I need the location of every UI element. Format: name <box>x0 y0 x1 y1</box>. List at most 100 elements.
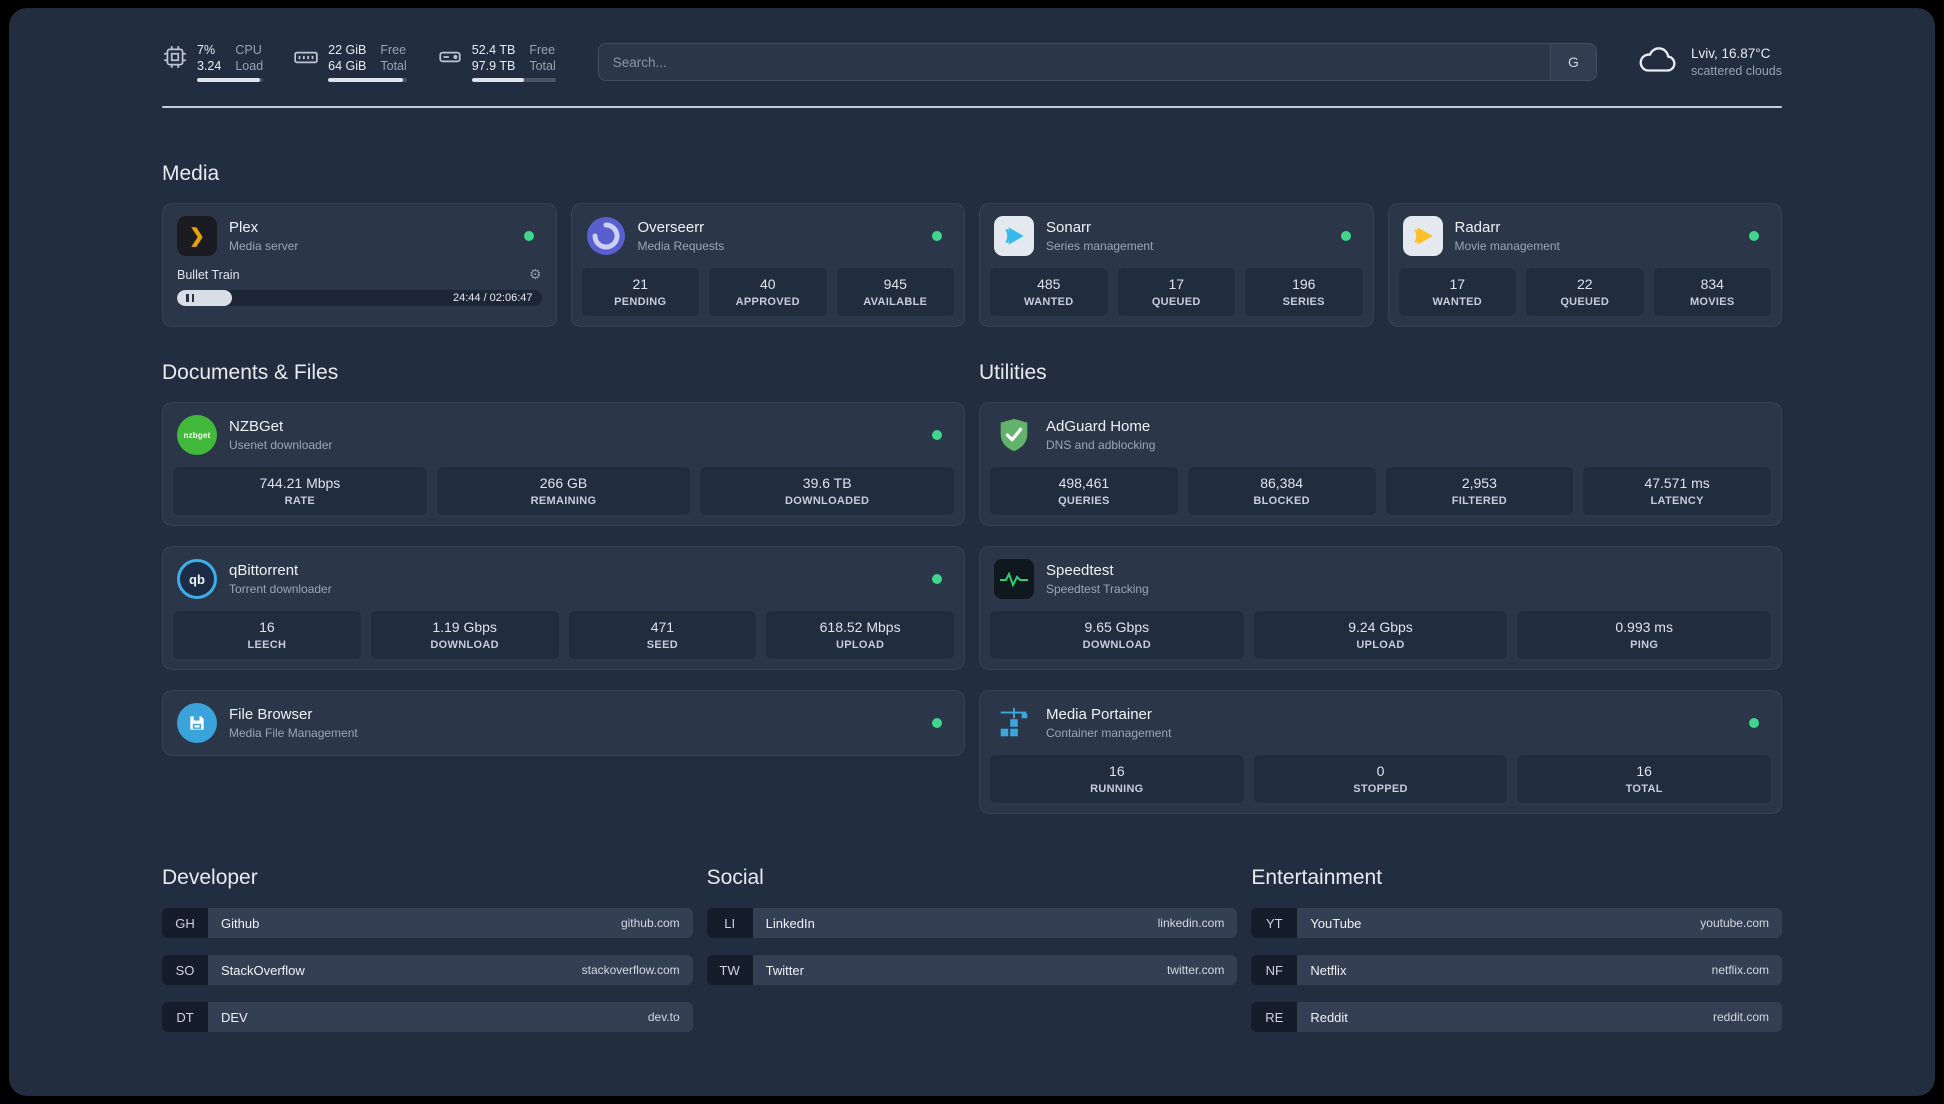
stat-tile: 21 PENDING <box>581 268 699 316</box>
playback-progress-bar[interactable]: 24:44 / 02:06:47 <box>177 290 542 306</box>
stat-label: PING <box>1630 639 1659 651</box>
service-card-plex[interactable]: ❯ Plex Media server Bullet Train ⚙ <box>162 203 557 327</box>
bookmark-netflix[interactable]: NF Netflix netflix.com <box>1251 955 1782 985</box>
bookmark-dev[interactable]: DT DEV dev.to <box>162 1002 693 1032</box>
stat-tile: 0 STOPPED <box>1253 755 1508 803</box>
bookmark-domain: dev.to <box>647 1010 680 1024</box>
section-heading-developer: Developer <box>162 866 258 889</box>
bookmark-domain: twitter.com <box>1166 963 1225 977</box>
plex-icon: ❯ <box>177 216 217 256</box>
pause-icon[interactable] <box>186 294 189 302</box>
stat-value: 0.993 ms <box>1615 619 1673 635</box>
nzbget-icon-label: nzbget <box>183 430 211 440</box>
memory-total-label: Total <box>380 59 407 73</box>
stat-tile: 22 QUEUED <box>1526 268 1644 316</box>
bookmark-stackoverflow[interactable]: SO StackOverflow stackoverflow.com <box>162 955 693 985</box>
service-card-radarr[interactable]: Radarr Movie management 17 WANTED 22 QUE… <box>1387 203 1782 327</box>
gear-icon[interactable]: ⚙ <box>528 266 542 282</box>
status-dot <box>932 718 942 728</box>
memory-free-label: Free <box>380 43 407 57</box>
service-card-qbittorrent[interactable]: qb qBittorrent Torrent downloader 16 LEE… <box>162 546 965 670</box>
status-dot <box>1749 718 1759 728</box>
disk-total-label: Total <box>529 59 556 73</box>
bookmark-github[interactable]: GH Github github.com <box>162 908 693 938</box>
stat-value: 16 <box>1636 763 1652 779</box>
bookmark-youtube[interactable]: YT YouTube youtube.com <box>1251 908 1782 938</box>
service-card-adguard[interactable]: AdGuard Home DNS and adblocking 498,461 … <box>979 402 1782 526</box>
cpu-label: CPU <box>235 43 262 57</box>
overseerr-icon <box>586 216 626 256</box>
stat-tile: 2,953 FILTERED <box>1385 467 1574 515</box>
stat-tile: 17 WANTED <box>1398 268 1516 316</box>
qbittorrent-icon: qb <box>177 559 217 599</box>
bookmark-abbr: GH <box>162 908 208 938</box>
qbittorrent-icon-label: qb <box>189 571 205 587</box>
stat-label: BLOCKED <box>1253 495 1310 507</box>
pause-icon[interactable] <box>191 294 194 302</box>
cpu-widget: 7% 3.24 CPU Load <box>162 42 264 82</box>
search-provider-button[interactable]: G <box>1549 44 1596 80</box>
filebrowser-icon <box>177 703 217 743</box>
stat-value: 266 GB <box>539 475 588 491</box>
utilities-column: Utilities AdGuard Home DNS and adblockin… <box>979 361 1782 814</box>
stat-tile: 0.993 ms PING <box>1517 611 1772 659</box>
speedtest-icon <box>994 559 1034 599</box>
bookmark-group-developer: Developer GH Github github.com SO StackO… <box>162 866 693 1049</box>
stat-tile: 16 TOTAL <box>1517 755 1772 803</box>
cpu-icon <box>162 44 188 75</box>
bookmark-linkedin[interactable]: LI LinkedIn linkedin.com <box>706 908 1238 938</box>
stat-label: QUERIES <box>1058 495 1110 507</box>
search-bar: G <box>597 43 1597 81</box>
stat-label: WANTED <box>1432 296 1482 308</box>
stat-tile: 618.52 Mbps UPLOAD <box>766 611 954 659</box>
bookmark-reddit[interactable]: RE Reddit reddit.com <box>1251 1002 1782 1032</box>
stat-value: 21 <box>632 276 649 292</box>
bookmark-domain: netflix.com <box>1711 963 1769 977</box>
status-dot <box>1749 231 1759 241</box>
status-dot <box>1340 231 1351 241</box>
bookmark-name: YouTube <box>1310 915 1362 931</box>
service-title: Media Portainer <box>1046 706 1152 723</box>
bookmark-name: Reddit <box>1310 1009 1348 1025</box>
service-title: Overseerr <box>637 219 705 236</box>
stat-value: 16 <box>1109 763 1125 779</box>
cpu-usage: 7% <box>197 43 216 57</box>
service-card-overseerr[interactable]: Overseerr Media Requests 21 PENDING 40 A… <box>570 203 965 327</box>
stat-value: 39.6 TB <box>802 475 852 491</box>
memory-widget: 22 GiB 64 GiB Free Total <box>293 42 407 82</box>
stat-tile: 834 MOVIES <box>1653 268 1771 316</box>
service-subtitle: Speedtest Tracking <box>1046 582 1149 596</box>
cloud-icon <box>1637 45 1679 80</box>
disk-total-value: 97.9 TB <box>471 59 516 73</box>
stat-value: 945 <box>883 276 907 292</box>
stat-value: 9.24 Gbps <box>1348 619 1413 635</box>
stat-label: LEECH <box>247 639 287 651</box>
service-card-portainer[interactable]: Media Portainer Container management 16 … <box>979 690 1782 814</box>
nzbget-icon: nzbget <box>177 415 217 455</box>
top-bar: 7% 3.24 CPU Load <box>162 8 1782 82</box>
bookmark-abbr: YT <box>1251 908 1298 938</box>
service-card-filebrowser[interactable]: File Browser Media File Management <box>162 690 965 756</box>
search-input[interactable] <box>597 43 1597 81</box>
stat-label: DOWNLOAD <box>430 639 499 651</box>
bookmark-twitter[interactable]: TW Twitter twitter.com <box>706 955 1238 985</box>
media-card-grid: ❯ Plex Media server Bullet Train ⚙ <box>162 203 1782 327</box>
service-card-nzbget[interactable]: nzbget NZBGet Usenet downloader 744.21 M… <box>162 402 965 526</box>
bookmark-domain: reddit.com <box>1712 1010 1769 1024</box>
documents-column: Documents & Files nzbget NZBGet Usenet d… <box>162 361 965 756</box>
service-card-sonarr[interactable]: Sonarr Series management 485 WANTED 17 Q… <box>979 203 1374 327</box>
stat-label: UPLOAD <box>1356 639 1405 651</box>
bookmark-name: Github <box>221 915 260 931</box>
memory-progress-bar <box>328 78 407 82</box>
stat-tile: 945 AVAILABLE <box>836 268 954 316</box>
bookmark-name: LinkedIn <box>765 915 815 931</box>
service-card-speedtest[interactable]: Speedtest Speedtest Tracking 9.65 Gbps D… <box>979 546 1782 670</box>
stat-tile: 485 WANTED <box>990 268 1108 316</box>
service-title: Plex <box>229 219 259 236</box>
bookmark-group-entertainment: Entertainment YT YouTube youtube.com NF … <box>1251 866 1782 1049</box>
service-subtitle: Series management <box>1046 239 1154 253</box>
playback-progress-fill <box>177 290 232 306</box>
weather-widget: Lviv, 16.87°C scattered clouds <box>1637 45 1782 80</box>
stat-value: 618.52 Mbps <box>819 619 901 635</box>
stat-value: 485 <box>1037 276 1061 292</box>
